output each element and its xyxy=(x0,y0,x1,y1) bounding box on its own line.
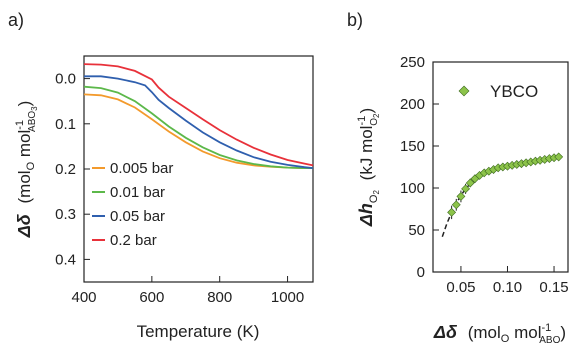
panel-a-legend-label: 0.05 bar xyxy=(110,208,165,225)
panel-a-ylabel-mid: mol xyxy=(15,130,34,162)
panel-b-ylabel: ΔhO2 (kJ mol-1O2) xyxy=(356,108,383,227)
panel-b-xlabel-sup: -1 xyxy=(541,322,551,334)
panel-a-legend-label: 0.005 bar xyxy=(110,160,173,177)
panel-a-legend-label: 0.01 bar xyxy=(110,184,165,201)
panel-a-ylabel-sub1: O xyxy=(25,161,37,170)
panel-a-ylabel-text: (mol xyxy=(15,170,34,203)
panel-b-ylabel-symbol: Δh xyxy=(356,203,376,227)
panel-b-xlabel-sub1: O xyxy=(501,333,510,345)
panel-b-xtick-label: 0.15 xyxy=(539,279,568,296)
panel-a-series-line-2 xyxy=(84,75,314,169)
panel-b-chart: 0.05 0.10 0.15 0 50 100 150 200 250 YBCO Δδ (mol… xyxy=(356,54,569,346)
panel-b-xlabel-sub2: ABO xyxy=(539,335,560,346)
panel-a-ylabel-symbol: Δδ xyxy=(14,213,34,238)
panel-b-data-point xyxy=(461,184,471,194)
panel-b-ytick-label: 250 xyxy=(400,54,425,71)
panel-b-legend-label: YBCO xyxy=(490,82,538,101)
panel-a-series-line-3 xyxy=(83,63,314,167)
panel-b-xlabel: Δδ (molO mol-1 ABO) xyxy=(433,322,566,346)
panel-b-legend-marker xyxy=(458,85,470,97)
panel-a-xtick-label: 400 xyxy=(71,289,96,306)
panel-b-ytick-label: 100 xyxy=(400,180,425,197)
panel-a-ytick-label: 0.4 xyxy=(55,251,76,268)
panel-b-ylabel-sub: O xyxy=(368,194,380,203)
panel-b-xlabel-mid: mol xyxy=(509,323,541,342)
panel-b-ylabel-sup: -1 xyxy=(356,116,368,126)
panel-a-xtick-label: 1000 xyxy=(271,289,304,306)
panel-a-xtick-label: 800 xyxy=(207,289,232,306)
panel-b-xtick-label: 0.10 xyxy=(493,279,522,296)
panel-a-ylabel-close: ) xyxy=(15,101,34,107)
panel-a-ytick-label: 0.1 xyxy=(55,116,76,133)
panel-b-ylabel-text: (kJ mol xyxy=(357,126,376,181)
panel-b-ytick-label: 0 xyxy=(417,264,425,281)
panel-a-series-line-1 xyxy=(83,85,313,169)
panel-b-ytick-label: 200 xyxy=(400,96,425,113)
panel-b-xlabel-text: (mol xyxy=(468,323,501,342)
panel-b-frame xyxy=(432,61,569,273)
panel-b-data-point xyxy=(447,207,457,217)
panel-b-ytick-label: 50 xyxy=(408,222,425,239)
svg-text:ΔhO2 (kJ mol-1O2): ΔhO2 (kJ mol-1O2) xyxy=(356,108,383,227)
panel-b-data-point xyxy=(554,152,564,162)
panel-a-xlabel: Temperature (K) xyxy=(137,322,260,341)
panel-b-label: b) xyxy=(347,10,363,30)
panel-b-ytick-label: 150 xyxy=(400,138,425,155)
panel-b-ylabel-close: ) xyxy=(357,108,376,114)
panel-a-ylabel-sub3: 3 xyxy=(30,106,39,111)
panel-b-data-point xyxy=(456,191,466,201)
panel-a-ytick-label: 0.3 xyxy=(55,206,76,223)
panel-a-ytick-label: 0.2 xyxy=(55,161,76,178)
panel-b-xlabel-close: ) xyxy=(560,323,566,342)
panel-a-xtick-label: 600 xyxy=(139,289,164,306)
panel-b-xlabel-symbol: Δδ xyxy=(433,322,458,342)
panel-b-ylabel-sub2: 2 xyxy=(372,190,381,195)
panel-b-data-point xyxy=(451,200,461,210)
panel-b-data-point xyxy=(465,178,475,188)
svg-text:Δδ (molO mol-1ABO3): Δδ (molO mol-1ABO3) xyxy=(14,101,39,239)
panel-a-label: a) xyxy=(8,10,24,30)
svg-text:Δδ (molO mol-1ABO): Δδ (molO mol-1 ABO) xyxy=(433,322,566,346)
panel-b-xtick-label: 0.05 xyxy=(446,279,475,296)
panel-a-ylabel: Δδ (molO mol-1ABO3) xyxy=(14,101,39,239)
panel-a-legend-label: 0.2 bar xyxy=(110,232,157,249)
panel-b-ylabel-sub3: O xyxy=(369,118,380,126)
panel-a-ylabel-sub2: ABO xyxy=(27,111,38,132)
panel-b-ylabel-sub4: 2 xyxy=(372,113,381,118)
panel-a-chart: 400 600 800 1000 0.0 0.1 0.2 0.3 0.4 0.005 bar 0.… xyxy=(14,55,314,341)
panel-a-ytick-label: 0.0 xyxy=(55,71,76,88)
panel-a-ylabel-sup: -1 xyxy=(14,120,26,130)
